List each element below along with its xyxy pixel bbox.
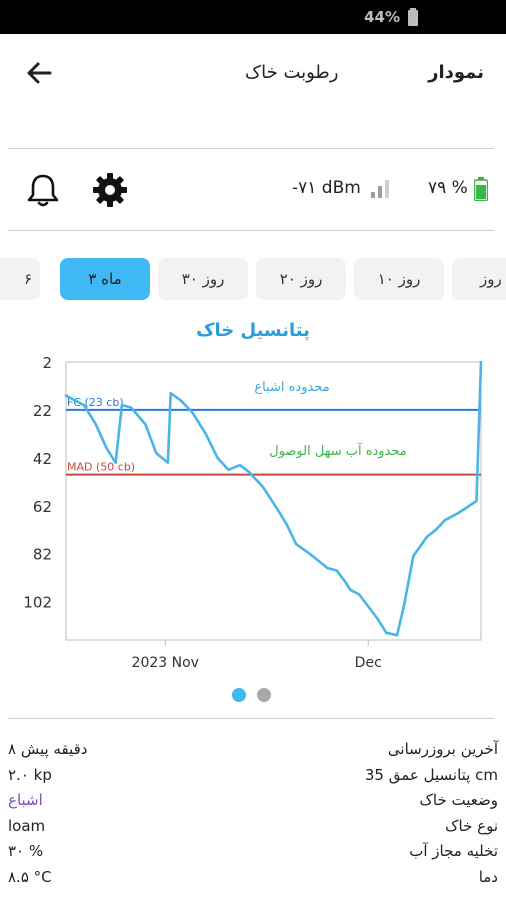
plot-frame [65, 361, 482, 641]
page-title: رطوبت خاک [245, 62, 339, 83]
info-row: آخرین بروزرسانی ۸ دقیقه پیش [8, 740, 498, 764]
tab-30-days[interactable]: ۳۰ روز [158, 258, 248, 300]
threshold-label: MAD (50 cb) [67, 461, 135, 474]
divider [8, 148, 494, 149]
page-dot[interactable] [257, 688, 271, 702]
info-label: نوع خاک [445, 816, 498, 835]
info-row: پتانسیل عمق 35 cm ۲.۰ kp [8, 766, 498, 790]
chart-title: پتانسیل خاک [196, 320, 310, 341]
info-label: دما [478, 867, 498, 886]
tab-days[interactable]: روز [452, 258, 506, 300]
chart-menu-label[interactable]: نمودار [428, 62, 484, 83]
info-row: تخلیه مجاز آب ۳۰ % [8, 842, 498, 866]
info-label: تخلیه مجاز آب [409, 842, 498, 860]
back-arrow-icon[interactable] [24, 58, 54, 88]
y-tick-label: 82 [33, 546, 52, 564]
info-value: اشباع [8, 791, 43, 809]
info-value: ۸.۵ °C [8, 867, 52, 886]
status-bar: 44% [0, 0, 506, 34]
range-tabs: ۶ ۳ ماه ۳۰ روز ۲۰ روز ۱۰ روز روز [0, 258, 506, 302]
divider [8, 230, 494, 231]
x-tick-label: 2023 Nov [132, 655, 199, 671]
info-value: loam [8, 816, 46, 835]
x-tick-label: Dec [355, 655, 382, 671]
signal-strength-text: -۷۱ dBm [292, 178, 361, 198]
status-battery-icon [408, 8, 418, 26]
info-row: وضعیت خاک اشباع [8, 791, 498, 815]
zone-label-saturation: محدوده اشباع [254, 380, 329, 395]
y-tick-label: 2 [42, 354, 52, 372]
tab-3-months[interactable]: ۳ ماه [60, 258, 150, 300]
battery-icon [474, 177, 488, 201]
info-label: پتانسیل عمق 35 cm [364, 765, 498, 784]
zone-label-available-water: محدوده آب سهل الوصول [269, 442, 407, 459]
battery-percent-text: ۷۹ % [428, 178, 468, 198]
info-value: ۲.۰ kp [8, 765, 52, 784]
app-bar: رطوبت خاک نمودار [0, 34, 506, 114]
tab-20-days[interactable]: ۲۰ روز [256, 258, 346, 300]
divider [8, 718, 494, 719]
page-dot-active[interactable] [232, 688, 246, 702]
info-row: دما ۸.۵ °C [8, 868, 498, 892]
info-row: نوع خاک loam [8, 817, 498, 841]
series-line [64, 360, 483, 637]
y-tick-label: 22 [33, 402, 52, 420]
info-label: آخرین بروزرسانی [387, 740, 498, 758]
info-label: وضعیت خاک [419, 791, 498, 809]
gear-icon[interactable] [92, 172, 128, 208]
tab-6[interactable]: ۶ [0, 258, 40, 300]
bell-icon[interactable] [26, 172, 60, 208]
info-value: ۳۰ % [8, 842, 44, 860]
signal-icon [371, 180, 389, 198]
info-value: ۸ دقیقه پیش [8, 740, 88, 758]
y-tick-label: 62 [33, 498, 52, 516]
y-tick-label: 42 [33, 450, 52, 468]
y-tick-label: 102 [23, 594, 52, 612]
status-battery-text: 44% [364, 8, 400, 26]
threshold-label: FC (23 cb) [67, 396, 124, 409]
tab-10-days[interactable]: ۱۰ روز [354, 258, 444, 300]
